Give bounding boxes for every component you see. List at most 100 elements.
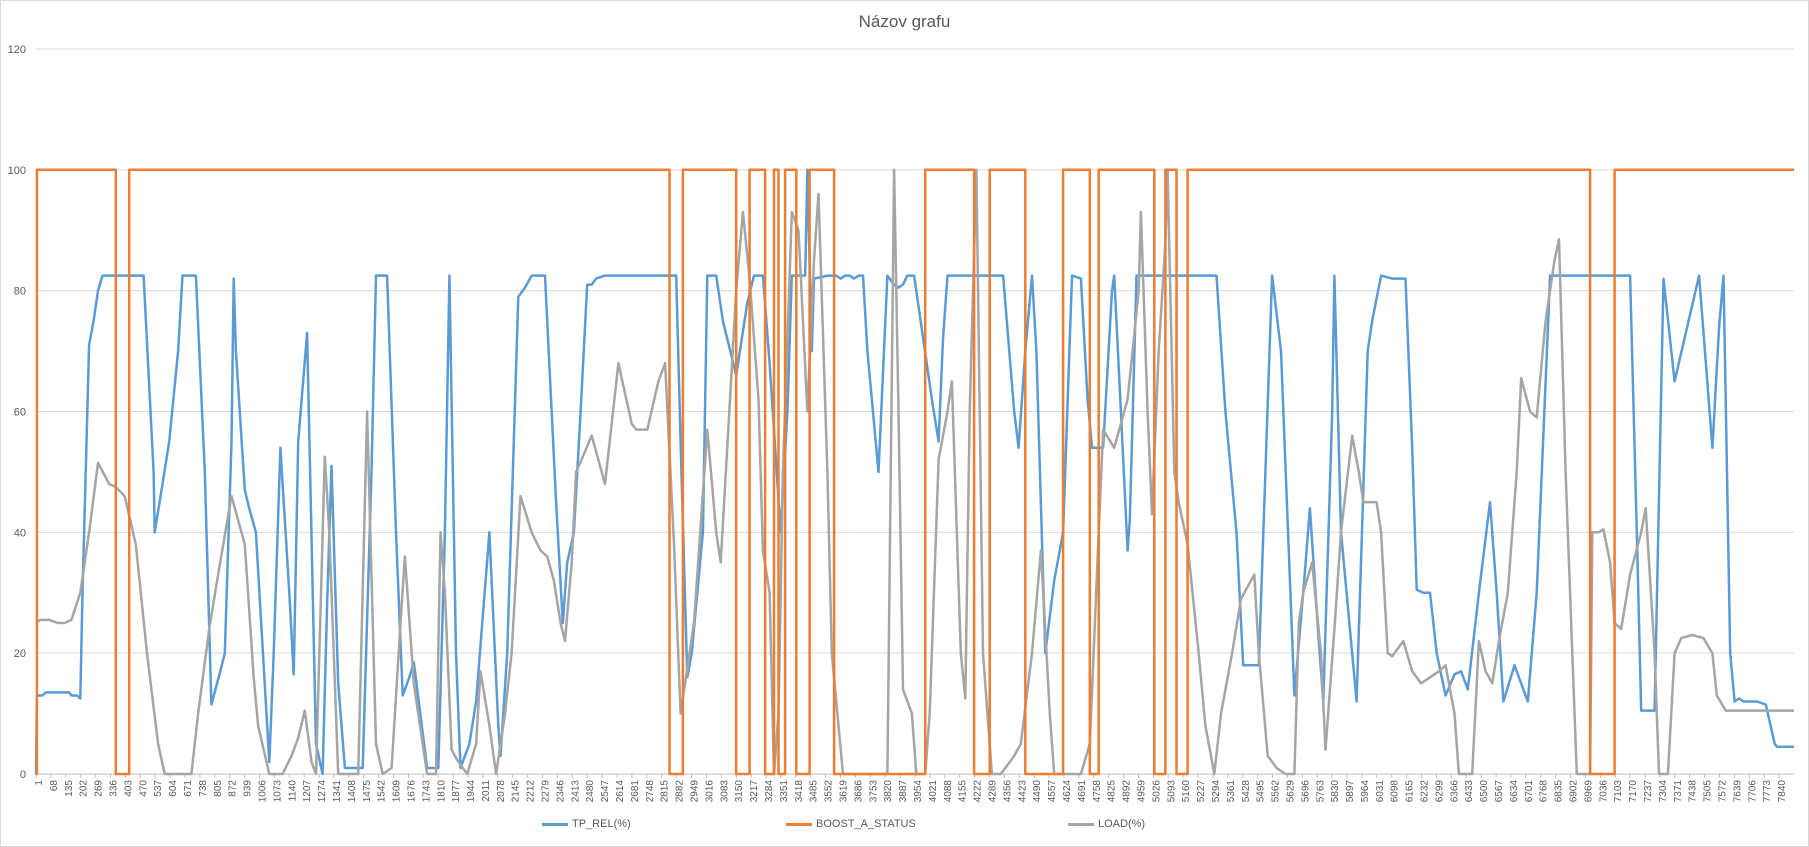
x-tick-label: 1743 xyxy=(421,780,432,803)
x-tick-label: 7036 xyxy=(1598,780,1609,803)
x-tick-label: 3016 xyxy=(704,780,715,803)
x-tick-label: 4557 xyxy=(1047,780,1058,803)
y-tick-label: 100 xyxy=(8,165,26,177)
x-tick-label: 202 xyxy=(79,780,90,797)
x-tick-label: 2547 xyxy=(600,780,611,803)
legend-item: LOAD(%) xyxy=(1068,818,1145,830)
series-line-tp-rel xyxy=(34,168,1794,776)
x-tick-label: 2212 xyxy=(526,780,537,803)
x-tick-label: 1877 xyxy=(451,780,462,803)
x-tick-label: 4892 xyxy=(1122,780,1133,803)
x-tick-label: 2882 xyxy=(675,780,686,803)
series-line-boost-a-status xyxy=(35,168,1794,776)
x-tick-label: 4356 xyxy=(1002,780,1013,803)
legend-label: LOAD(%) xyxy=(1098,818,1146,830)
y-axis-ticks: 0 20 40 60 80 100 120 xyxy=(8,44,26,781)
x-tick-label: 671 xyxy=(183,780,194,797)
x-tick-label: 6366 xyxy=(1449,780,1460,803)
x-tick-label: 1408 xyxy=(347,780,358,803)
x-tick-label: 269 xyxy=(94,780,105,797)
x-tick-label: 4624 xyxy=(1062,780,1073,803)
chart-title: Názov grafu xyxy=(858,12,951,31)
x-tick-label: 5361 xyxy=(1226,780,1237,803)
x-tick-label: 1341 xyxy=(332,780,343,803)
legend: TP_REL(%) BOOST_A_STATUS LOAD(%) xyxy=(0,818,1809,836)
x-tick-label: 939 xyxy=(243,780,254,797)
x-tick-label: 6634 xyxy=(1509,780,1520,803)
x-tick-label: 1944 xyxy=(466,780,477,803)
x-tick-label: 5964 xyxy=(1360,780,1371,803)
x-tick-label: 4155 xyxy=(958,780,969,803)
x-tick-label: 4289 xyxy=(987,780,998,803)
x-tick-label: 5696 xyxy=(1300,780,1311,803)
x-tick-label: 6031 xyxy=(1375,780,1386,803)
x-tick-label: 470 xyxy=(138,780,149,797)
x-tick-label: 4222 xyxy=(973,780,984,803)
x-tick-label: 1475 xyxy=(362,780,373,803)
x-tick-label: 738 xyxy=(198,780,209,797)
x-tick-label: 7706 xyxy=(1747,780,1758,803)
x-tick-label: 5160 xyxy=(1181,780,1192,803)
y-tick-label: 0 xyxy=(20,769,26,781)
x-tick-label: 2480 xyxy=(585,780,596,803)
x-tick-label: 6969 xyxy=(1583,780,1594,803)
x-tick-label: 7371 xyxy=(1673,780,1684,803)
x-tick-label: 3485 xyxy=(809,780,820,803)
x-tick-label: 2413 xyxy=(570,780,581,803)
x-tick-label: 1542 xyxy=(377,780,388,803)
x-tick-label: 1073 xyxy=(272,780,283,803)
x-tick-label: 5227 xyxy=(1196,780,1207,803)
legend-swatch xyxy=(1068,822,1094,826)
x-tick-label: 6701 xyxy=(1524,780,1535,803)
x-tick-label: 3887 xyxy=(898,780,909,803)
x-tick-label: 4490 xyxy=(1032,780,1043,803)
x-tick-label: 7304 xyxy=(1658,780,1669,803)
x-tick-label: 2145 xyxy=(511,780,522,803)
x-tick-label: 403 xyxy=(123,780,134,797)
x-tick-label: 4021 xyxy=(928,780,939,803)
x-tick-label: 3954 xyxy=(913,780,924,803)
y-tick-label: 120 xyxy=(8,44,26,56)
y-tick-label: 80 xyxy=(14,286,26,298)
x-tick-label: 3217 xyxy=(749,780,760,803)
x-tick-label: 7639 xyxy=(1732,780,1743,803)
x-tick-label: 68 xyxy=(49,780,60,792)
x-tick-label: 1006 xyxy=(257,780,268,803)
x-tick-label: 872 xyxy=(228,780,239,797)
legend-item: TP_REL(%) xyxy=(542,818,631,830)
x-tick-label: 4088 xyxy=(943,780,954,803)
x-tick-label: 1140 xyxy=(287,780,298,802)
x-tick-label: 805 xyxy=(213,780,224,797)
x-tick-label: 5294 xyxy=(1211,780,1222,803)
x-tick-label: 7773 xyxy=(1762,780,1773,803)
x-tick-label: 4423 xyxy=(1017,780,1028,803)
x-tick-label: 336 xyxy=(108,780,119,797)
x-tick-label: 1609 xyxy=(392,780,403,803)
x-tick-label: 2078 xyxy=(496,780,507,803)
x-tick-label: 5093 xyxy=(1166,780,1177,803)
x-axis-ticks: 1 68 135 202 269 336 403 470 537 604 671 738 805 872 9… xyxy=(34,774,1788,802)
x-tick-label: 2011 xyxy=(481,780,492,802)
x-tick-label: 2346 xyxy=(555,780,566,803)
x-tick-label: 2279 xyxy=(541,780,552,803)
x-tick-label: 6299 xyxy=(1434,780,1445,803)
x-tick-label: 6835 xyxy=(1554,780,1565,803)
x-tick-label: 6768 xyxy=(1539,780,1550,803)
x-tick-label: 3150 xyxy=(734,780,745,803)
x-tick-label: 604 xyxy=(168,780,179,797)
x-tick-label: 6433 xyxy=(1464,780,1475,803)
x-tick-label: 7840 xyxy=(1777,780,1788,803)
x-tick-label: 6567 xyxy=(1494,780,1505,803)
x-tick-label: 6165 xyxy=(1405,780,1416,803)
x-tick-label: 5026 xyxy=(1151,780,1162,803)
y-tick-label: 20 xyxy=(14,648,26,660)
x-tick-label: 4825 xyxy=(1107,780,1118,803)
y-tick-label: 40 xyxy=(14,527,26,539)
x-tick-label: 1810 xyxy=(436,780,447,803)
x-tick-label: 2748 xyxy=(645,780,656,803)
x-tick-label: 5629 xyxy=(1285,780,1296,803)
x-tick-label: 5830 xyxy=(1330,780,1341,803)
x-tick-label: 7438 xyxy=(1688,780,1699,803)
